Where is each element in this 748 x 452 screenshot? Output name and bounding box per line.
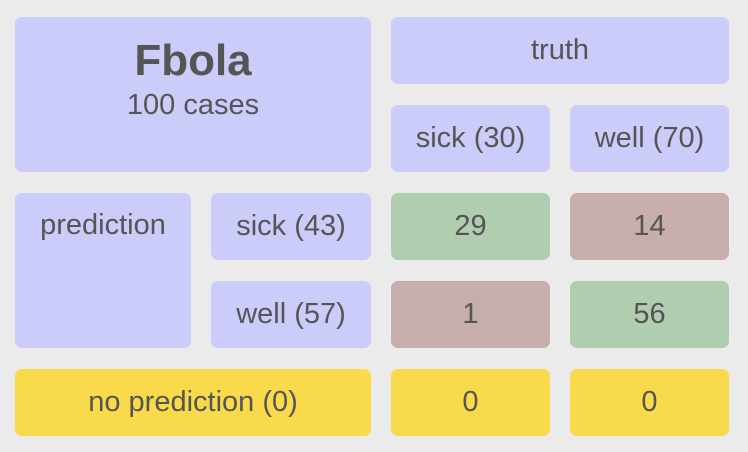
no-prediction-sick-cell: 0 xyxy=(391,369,550,436)
truth-well-header: well (70) xyxy=(570,105,729,172)
no-prediction-label: no prediction (0) xyxy=(15,369,371,436)
no-prediction-well-cell: 0 xyxy=(570,369,729,436)
false-negative-cell: 1 xyxy=(391,281,550,348)
page-title: Fbola xyxy=(134,36,252,85)
true-positive-cell: 29 xyxy=(391,193,550,260)
prediction-well-label: well (57) xyxy=(211,281,371,348)
false-positive-cell: 14 xyxy=(570,193,729,260)
title-box: Fbola 100 cases xyxy=(15,17,371,172)
truth-header: truth xyxy=(391,17,729,84)
prediction-sick-label: sick (43) xyxy=(211,193,371,260)
true-negative-cell: 56 xyxy=(570,281,729,348)
case-count: 100 cases xyxy=(126,89,260,121)
truth-sick-header: sick (30) xyxy=(391,105,550,172)
prediction-header: prediction xyxy=(15,193,191,348)
